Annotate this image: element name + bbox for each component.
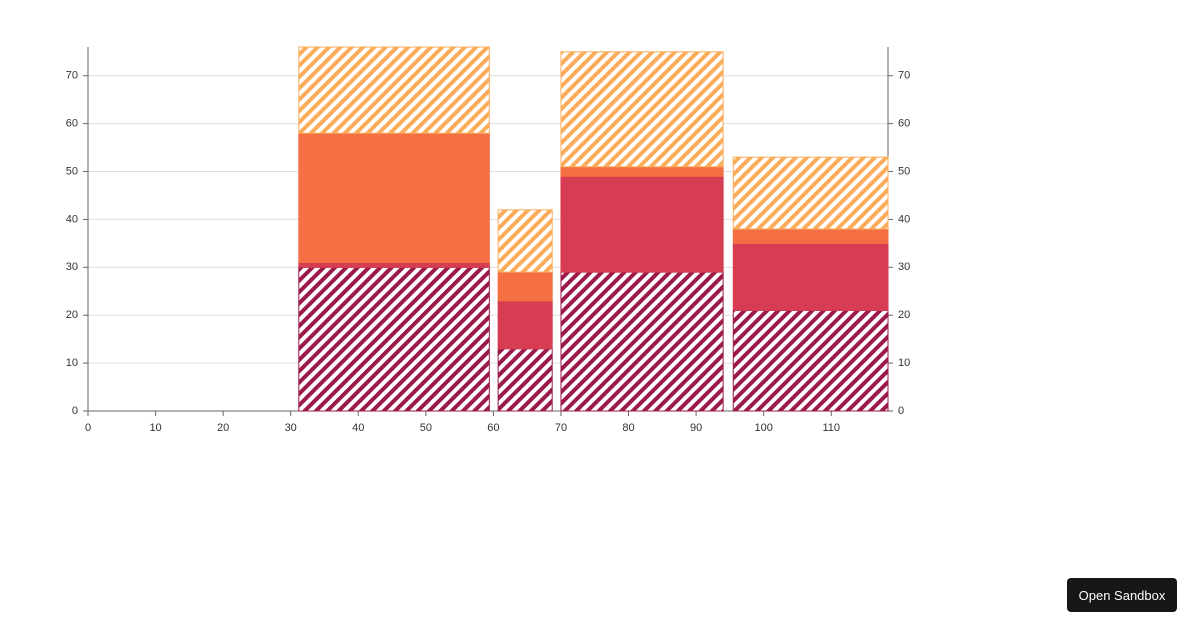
bar-segment [732, 242, 889, 311]
x-tick-label: 90 [690, 422, 702, 434]
y2-tick-label: 10 [898, 357, 910, 369]
x-tick-label: 40 [352, 422, 364, 434]
x-tick-label: 30 [285, 422, 297, 434]
bar-segment [497, 300, 553, 350]
x-tick-label: 60 [487, 422, 499, 434]
y-tick-label: 50 [66, 165, 78, 177]
x-tick-label: 0 [85, 422, 91, 434]
x-tick-label: 70 [555, 422, 567, 434]
bar-segment [298, 266, 490, 412]
open-sandbox-button[interactable]: Open Sandbox [1067, 578, 1177, 612]
x-tick-label: 110 [822, 422, 840, 434]
y2-tick-label: 60 [898, 118, 910, 130]
y2-tick-label: 20 [898, 309, 910, 321]
y-tick-label: 60 [66, 118, 78, 130]
bar-segment [560, 51, 724, 168]
bar-segment [497, 271, 553, 302]
y2-tick-label: 70 [898, 70, 910, 82]
y-tick-label: 10 [66, 357, 78, 369]
y2-tick-label: 0 [898, 405, 904, 417]
y-tick-label: 30 [66, 261, 78, 273]
bar-segment [497, 209, 553, 273]
y2-tick-label: 30 [898, 261, 910, 273]
x-tick-label: 10 [149, 422, 161, 434]
bar-segment [732, 156, 889, 230]
y-tick-label: 40 [66, 213, 78, 225]
x-tick-label: 20 [217, 422, 229, 434]
bar-segment [298, 262, 490, 268]
y2-tick-label: 40 [898, 213, 910, 225]
y-tick-label: 70 [66, 70, 78, 82]
y-tick-label: 0 [72, 405, 78, 417]
bar-segment [560, 166, 724, 177]
bar-segment [732, 228, 889, 244]
y2-tick-label: 50 [898, 165, 910, 177]
bar-segment [732, 309, 889, 412]
x-tick-label: 50 [420, 422, 432, 434]
bar-segment [298, 46, 490, 134]
bar-segment [497, 348, 553, 412]
x-tick-label: 100 [754, 422, 772, 434]
bar-segment [560, 271, 724, 412]
x-tick-label: 80 [622, 422, 634, 434]
bar-segment [560, 175, 724, 273]
y-tick-label: 20 [66, 309, 78, 321]
bar-segment [298, 132, 490, 264]
